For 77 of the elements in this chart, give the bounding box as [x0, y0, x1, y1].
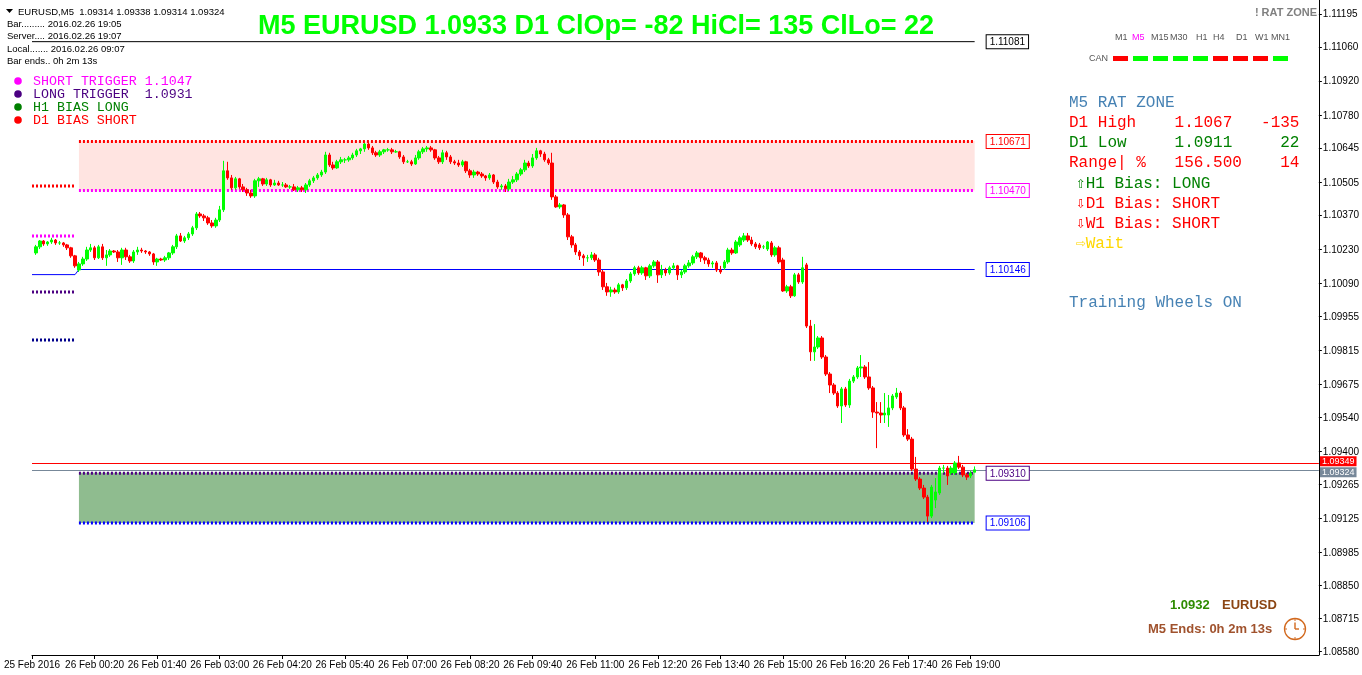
y-tick-label: 1.08850	[1322, 579, 1360, 591]
annotation: D1	[1236, 32, 1248, 42]
x-tick-label: 25 Feb 2016	[3, 658, 61, 670]
ref-line-label: 1.09349	[1322, 456, 1355, 467]
y-tick-label: 1.10370	[1322, 209, 1360, 221]
x-tick-label: 26 Feb 09:40	[503, 658, 563, 670]
annotation: D1 High 1.1067 -135	[1069, 114, 1300, 132]
y-tick-label: 1.10780	[1322, 109, 1360, 121]
annotation: ! RAT ZONE	[1254, 6, 1317, 18]
annotation: ⇨Wait	[1076, 234, 1125, 253]
y-tick-label: 1.10230	[1322, 243, 1360, 255]
annotation: D1 Low 1.0911 22	[1069, 134, 1300, 152]
x-tick-label: 26 Feb 11:00	[566, 658, 625, 670]
annotation: Local....... 2016.02.26 09:07	[7, 42, 125, 54]
annotation: EURUSD,M5 1.09314 1.09338 1.09314 1.09324	[18, 5, 225, 17]
annotation: 1.0932	[1170, 596, 1210, 612]
y-tick-label: 1.09675	[1322, 378, 1360, 390]
annotation: M15	[1151, 32, 1169, 42]
y-tick-label: 1.09125	[1322, 512, 1360, 524]
annotation: Bar ends.. 0h 2m 13s	[7, 54, 98, 66]
annotation: W1	[1255, 32, 1269, 42]
annotation: ⇧H1 Bias: LONG	[1076, 174, 1211, 193]
annotation: ⇩D1 Bias: SHORT	[1076, 194, 1221, 213]
x-tick-label: 26 Feb 12:20	[628, 658, 688, 670]
x-tick-label: 26 Feb 01:40	[127, 658, 188, 670]
data-label: 1.09106	[989, 517, 1027, 529]
annotation: H1 BIAS LONG	[33, 99, 129, 115]
data-label: 1.11081	[989, 36, 1026, 48]
x-tick-label: 26 Feb 03:00	[190, 658, 250, 670]
x-tick-label: 26 Feb 15:00	[753, 658, 813, 670]
x-tick-label: 26 Feb 04:20	[252, 658, 313, 670]
x-tick-label: 26 Feb 19:00	[941, 658, 1001, 670]
annotation: Training Wheels ON	[1069, 294, 1242, 312]
annotation: Bar......... 2016.02.26 19:05	[7, 17, 122, 29]
annotation: H1	[1196, 32, 1208, 42]
y-tick-label: 1.09955	[1322, 310, 1360, 322]
x-tick-label: 26 Feb 13:40	[690, 658, 751, 670]
y-tick-label: 1.11195	[1322, 8, 1358, 20]
data-label: 1.10146	[989, 264, 1027, 276]
x-tick-label: 26 Feb 05:40	[315, 658, 375, 670]
annotation: Server.... 2016.02.26 19:07	[7, 29, 122, 41]
annotation: M5	[1132, 32, 1145, 42]
y-tick-label: 1.09815	[1322, 344, 1360, 356]
x-tick-label: 26 Feb 00:20	[65, 658, 125, 670]
data-label: 1.09310	[989, 467, 1027, 479]
annotation: H4	[1213, 32, 1225, 42]
annotation: M30	[1170, 32, 1188, 42]
annotation: M5 RAT ZONE	[1069, 94, 1175, 112]
annotation: M5 Ends: 0h 2m 13s	[1148, 620, 1273, 636]
annotation: SHORT TRIGGER 1.1047	[33, 73, 193, 89]
y-tick-label: 1.10505	[1322, 176, 1360, 188]
y-tick-label: 1.11060	[1322, 41, 1359, 53]
annotation: D1 BIAS SHORT	[33, 112, 137, 128]
annotation: EURUSD	[1222, 596, 1277, 612]
y-tick-label: 1.08985	[1322, 546, 1360, 558]
annotation: Range| % 156.500 14	[1069, 154, 1300, 172]
y-tick-label: 1.10090	[1322, 277, 1360, 289]
y-tick-label: 1.10645	[1322, 142, 1360, 154]
annotation: MN1	[1271, 32, 1291, 42]
y-tick-label: 1.09265	[1322, 478, 1360, 490]
x-tick-label: 26 Feb 08:20	[440, 658, 500, 670]
ref-line-label: 1.09324	[1322, 467, 1355, 478]
y-tick-label: 1.09400	[1322, 445, 1360, 457]
y-tick-label: 1.09540	[1322, 411, 1360, 423]
annotation: M1	[1115, 32, 1128, 42]
annotation: ⇩W1 Bias: SHORT	[1076, 214, 1221, 233]
chart-title: M5 EURUSD 1.0933 D1 ClOp= -82 HiCl= 135 ClLo= 22	[258, 10, 935, 40]
y-tick-label: 1.10920	[1322, 75, 1360, 87]
annotation: CAN	[1089, 53, 1109, 63]
data-label: 1.10470	[989, 185, 1027, 197]
y-tick-label: 1.08580	[1322, 645, 1360, 657]
data-label: 1.10671	[989, 136, 1027, 148]
x-tick-label: 26 Feb 07:00	[378, 658, 438, 670]
y-tick-label: 1.08715	[1322, 612, 1360, 624]
x-tick-label: 26 Feb 16:20	[816, 658, 876, 670]
annotation: LONG TRIGGER 1.0931	[33, 86, 193, 102]
x-tick-label: 26 Feb 17:40	[878, 658, 939, 670]
